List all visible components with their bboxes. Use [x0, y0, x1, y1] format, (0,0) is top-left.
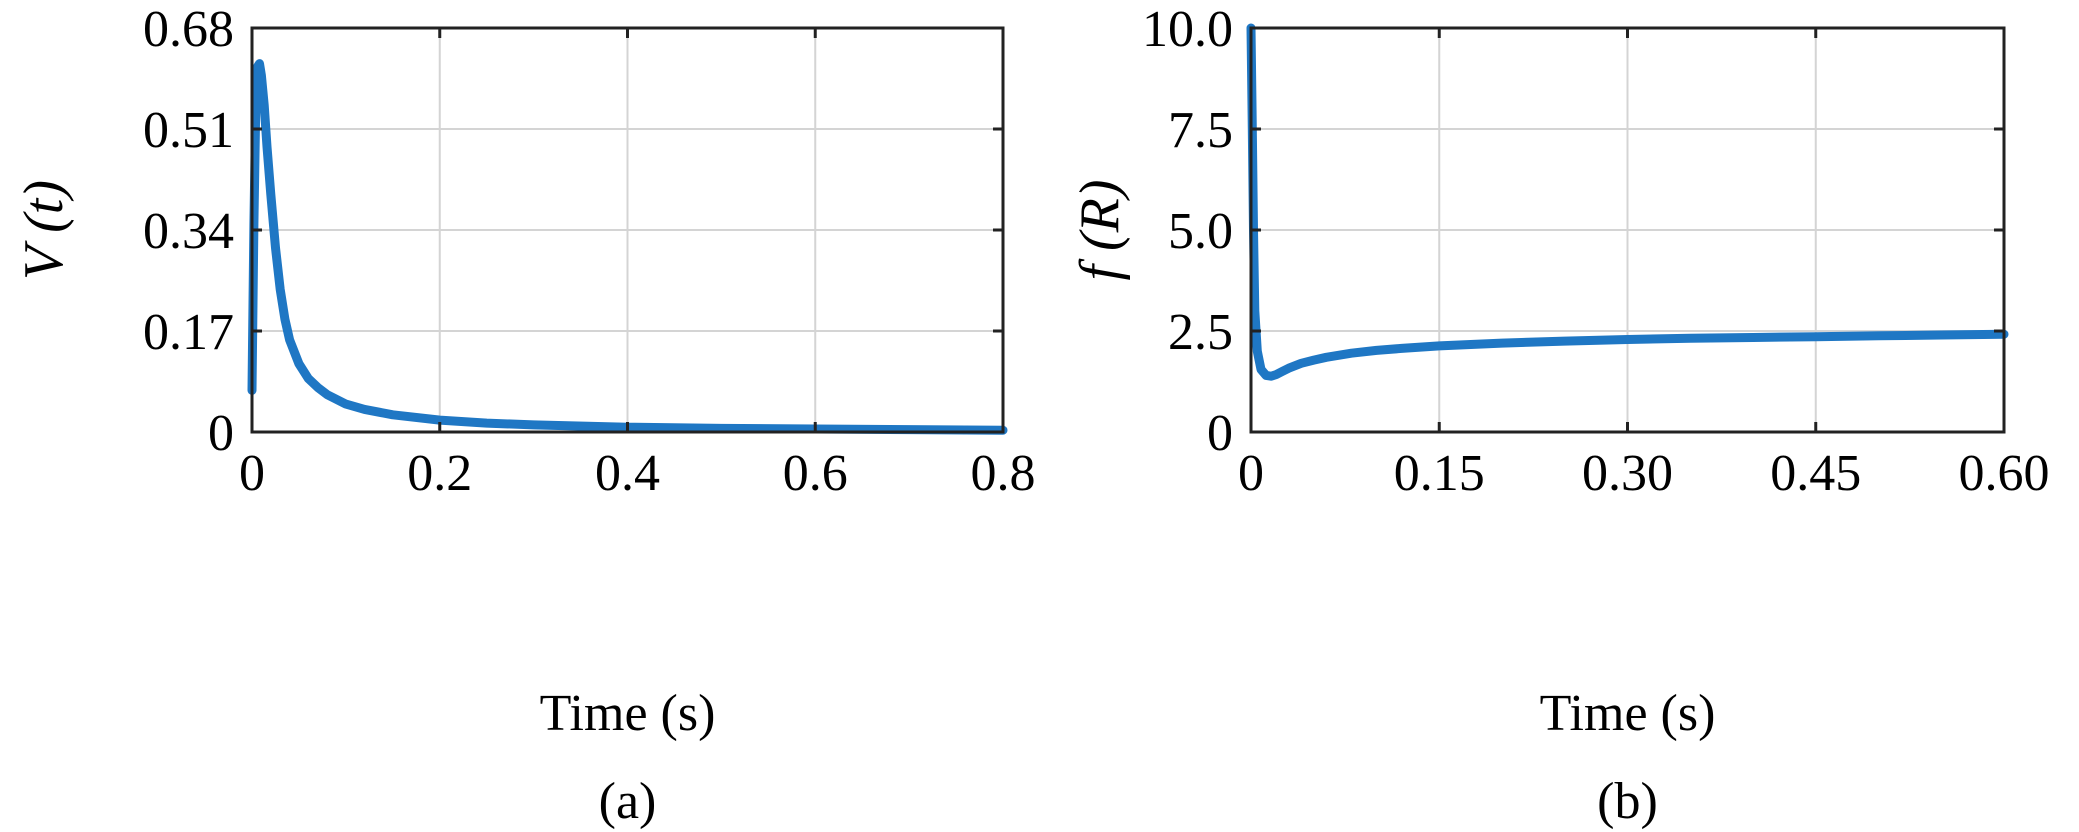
x-tick-label: 0.8 — [971, 445, 1036, 502]
series-layer-b — [1246, 23, 2009, 381]
chart-panel-a: 0 0.2 0.4 0.6 0.8 0 0.17 0.34 0.51 0.68 Time (s)… — [13, 1, 1036, 830]
ticks-b — [1249, 26, 2006, 434]
y-tick-label: 0 — [208, 405, 234, 462]
x-tick-label: 0.6 — [783, 445, 848, 502]
y-tick-label: 0 — [1207, 405, 1233, 462]
x-tick-label: 0.15 — [1394, 445, 1485, 502]
y-tick-label: 5.0 — [1168, 203, 1233, 260]
y-tick-label: 0.34 — [143, 203, 234, 260]
x-tick-label: 0.45 — [1770, 445, 1861, 502]
x-tick-label: 0 — [239, 445, 265, 502]
x-axis-label-a: Time (s) — [540, 685, 716, 742]
grid-lines-b — [1251, 28, 2004, 432]
y-tick-label: 0.68 — [143, 1, 234, 58]
x-tick-label: 0.60 — [1959, 445, 2050, 502]
ticks-a — [250, 26, 1005, 434]
x-tick-label: 0 — [1238, 445, 1264, 502]
series-line-b — [1246, 23, 2009, 381]
grid-lines-a — [252, 28, 1003, 432]
y-axis-label-a: V (t) — [13, 180, 75, 280]
panel-label-a: (a) — [599, 773, 657, 830]
y-axis-label-b: f (R) — [1069, 179, 1131, 280]
series-layer-a — [247, 59, 1008, 435]
x-tick-label: 0.30 — [1582, 445, 1673, 502]
x-tick-labels-a: 0 0.2 0.4 0.6 0.8 — [239, 445, 1036, 502]
y-tick-label: 0.51 — [143, 102, 234, 159]
y-tick-labels-a: 0 0.17 0.34 0.51 0.68 — [143, 1, 234, 462]
panel-label-b: (b) — [1597, 773, 1658, 830]
y-tick-label: 7.5 — [1168, 102, 1233, 159]
x-tick-label: 0.4 — [595, 445, 660, 502]
y-tick-label: 10.0 — [1142, 1, 1233, 58]
y-tick-label: 2.5 — [1168, 304, 1233, 361]
x-tick-labels-b: 0 0.15 0.30 0.45 0.60 — [1238, 445, 2050, 502]
x-axis-label-b: Time (s) — [1540, 685, 1716, 742]
series-line-a — [247, 59, 1008, 435]
y-tick-label: 0.17 — [143, 304, 234, 361]
y-tick-labels-b: 0 2.5 5.0 7.5 10.0 — [1142, 1, 1233, 462]
chart-panel-b: 0 0.15 0.30 0.45 0.60 0 2.5 5.0 7.5 10.0 Time (s… — [1069, 1, 2050, 830]
x-tick-label: 0.2 — [407, 445, 472, 502]
